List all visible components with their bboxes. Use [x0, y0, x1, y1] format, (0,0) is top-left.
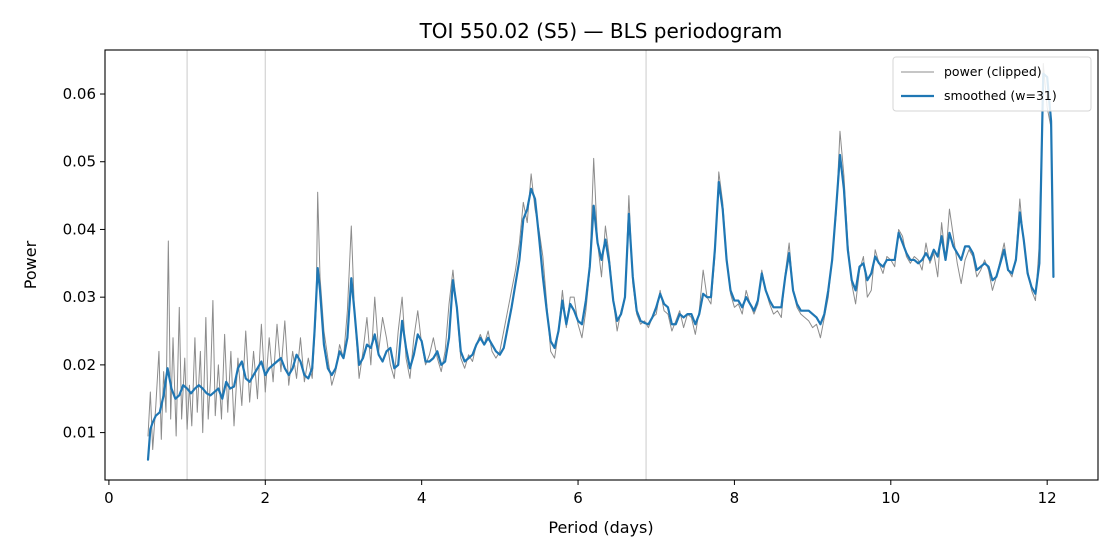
x-tick-label: 4: [417, 489, 427, 507]
y-axis-title: Power: [21, 240, 40, 289]
y-tick-label: 0.05: [63, 153, 96, 171]
y-tick-label: 0.01: [63, 424, 96, 442]
y-axis: 0.01 0.02 0.03 0.04 0.05 0.06: [63, 85, 105, 442]
legend: power (clipped) smoothed (w=31): [892, 56, 1092, 112]
x-axis: 0 2 4 6 8 10 12: [104, 480, 1057, 507]
legend-label-smoothed: smoothed (w=31): [944, 88, 1057, 103]
reference-lines: [186, 50, 647, 480]
x-tick-label: 12: [1038, 489, 1057, 507]
y-tick-label: 0.03: [63, 288, 96, 306]
x-tick-label: 8: [730, 489, 740, 507]
series-line-smoothed: [146, 72, 1055, 461]
series-layer: [146, 63, 1055, 461]
y-tick-label: 0.02: [63, 356, 96, 374]
x-tick-label: 6: [573, 489, 583, 507]
y-tick-label: 0.06: [63, 85, 96, 103]
legend-label-power: power (clipped): [944, 64, 1042, 79]
chart-title: TOI 550.02 (S5) — BLS periodogram: [419, 19, 783, 43]
x-axis-title: Period (days): [548, 518, 653, 537]
plot-frame: [104, 49, 1099, 481]
y-tick-label: 0.04: [63, 220, 96, 238]
legend-box: [892, 56, 1092, 112]
x-tick-label: 0: [104, 489, 114, 507]
x-tick-label: 10: [881, 489, 900, 507]
x-tick-label: 2: [261, 489, 271, 507]
